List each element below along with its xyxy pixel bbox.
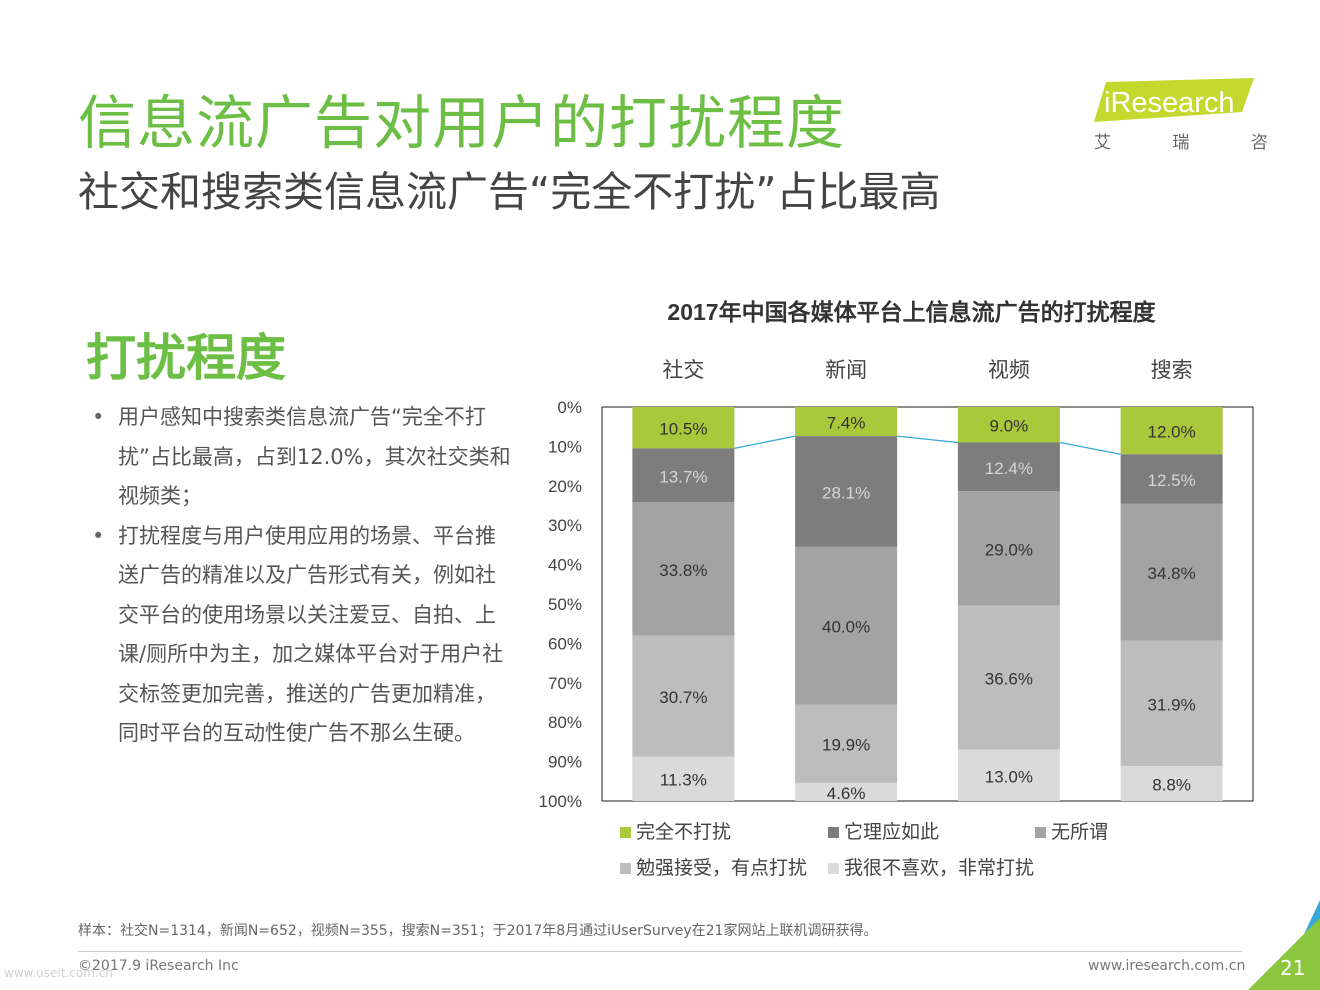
category-label: 社交 [662, 359, 704, 382]
data-label: 19.9% [822, 736, 870, 755]
legend-label: 勉强接受，有点打扰 [636, 857, 807, 879]
data-label: 12.0% [1148, 423, 1196, 442]
bullet-text: 打扰程度与用户使用应用的场景、平台推送广告的精准以及广告形式有关，例如社交平台的… [118, 523, 504, 746]
legend-label: 它理应如此 [844, 821, 939, 843]
y-tick-label: 20% [548, 477, 582, 496]
data-label: 28.1% [822, 484, 870, 503]
page-subtitle: 社交和搜索类信息流广告“完全不打扰”占比最高 [78, 168, 941, 216]
bar-segment [632, 756, 735, 801]
bar-segment [632, 502, 735, 636]
category-label: 新闻 [825, 359, 867, 382]
y-tick-label: 40% [548, 556, 582, 575]
y-tick-label: 80% [548, 713, 582, 732]
bullet-item: • 打扰程度与用户使用应用的场景、平台推送广告的精准以及广告形式有关，例如社交平台… [92, 517, 512, 754]
bar-segment [1120, 503, 1223, 641]
y-tick-label: 10% [548, 437, 582, 456]
y-tick-label: 70% [548, 674, 582, 693]
bar-segment [1120, 640, 1223, 767]
legend-label: 无所谓 [1051, 821, 1108, 843]
y-tick-label: 30% [548, 516, 582, 535]
legend-swatch [1035, 827, 1046, 838]
legend-swatch [620, 827, 631, 838]
bar-segment [632, 448, 735, 503]
bullet-dot: • [92, 523, 105, 548]
y-tick-label: 60% [548, 634, 582, 653]
bar-segment [795, 704, 898, 783]
watermark: www.useit.com.cn [4, 966, 113, 980]
data-label: 40.0% [822, 618, 870, 637]
bar-segment [795, 436, 898, 547]
bar-segment [957, 442, 1060, 492]
data-label: 13.0% [985, 767, 1033, 786]
data-label: 33.8% [659, 561, 707, 580]
sample-note: 样本：社交N=1314，新闻N=652，视频N=355，搜索N=351；于201… [78, 923, 878, 939]
bullet-list: • 用户感知中搜索类信息流广告“完全不打扰”占比最高，占到12.0%，其次社交类和… [92, 398, 512, 754]
bullet-item: • 用户感知中搜索类信息流广告“完全不打扰”占比最高，占到12.0%，其次社交类和… [92, 398, 512, 517]
copyright-text: ©2017.9 iResearch Inc [78, 958, 239, 974]
legend-swatch [828, 827, 839, 838]
bar-segment [957, 749, 1060, 801]
bullet-dot: • [92, 405, 105, 429]
legend-swatch [828, 863, 839, 874]
data-label: 30.7% [659, 688, 707, 707]
bullet-text: 用户感知中搜索类信息流广告“完全不打扰”占比最高，占到12.0%，其次社交类和视… [118, 405, 511, 508]
data-label: 9.0% [990, 417, 1029, 436]
data-label: 29.0% [985, 540, 1033, 559]
y-tick-label: 50% [548, 595, 582, 614]
category-label: 视频 [988, 359, 1030, 382]
data-label: 12.4% [985, 459, 1033, 478]
bar-segment [1120, 407, 1223, 455]
data-label: 31.9% [1148, 695, 1196, 714]
y-tick-label: 90% [548, 753, 582, 772]
legend-label: 我很不喜欢，非常打扰 [844, 857, 1034, 879]
legend-label: 完全不打扰 [636, 821, 731, 843]
y-tick-label: 100% [539, 792, 582, 811]
page-number: 21 [1280, 956, 1306, 980]
y-tick-label: 0% [557, 398, 582, 417]
data-label: 12.5% [1148, 471, 1196, 490]
data-label: 8.8% [1152, 776, 1191, 795]
data-label: 34.8% [1148, 564, 1196, 583]
data-label: 7.4% [827, 414, 866, 433]
bar-segment [632, 635, 735, 757]
category-label: 搜索 [1151, 359, 1193, 382]
page-title: 信息流广告对用户的打扰程度 [78, 89, 846, 157]
logo-wordmark: iResearch [1104, 87, 1235, 119]
stacked-bar-chart: 2017年中国各媒体平台上信息流广告的打扰程度 0% 10% 20% 30% 40% 50%… [539, 299, 1254, 879]
data-label: 11.3% [660, 771, 707, 790]
bar-segment [1120, 454, 1223, 504]
section-title: 打扰程度 [86, 329, 286, 387]
logo-chinese-name: 艾 瑞 咨 询 [1094, 133, 1320, 153]
bar-segment [795, 782, 898, 801]
data-label: 10.5% [659, 420, 707, 439]
bar-segment [957, 491, 1060, 606]
website-url: www.iresearch.com.cn [1088, 958, 1246, 974]
corner-decoration [1248, 900, 1320, 990]
connector-line [734, 435, 796, 450]
bar-segment [957, 407, 1060, 443]
bar-segment [632, 407, 735, 449]
data-label: 13.7% [659, 467, 707, 486]
data-label: 4.6% [827, 784, 866, 803]
bar-segment [1120, 766, 1223, 801]
bar-segment [795, 407, 898, 437]
iresearch-logo: iResearch 艾 瑞 咨 询 [1090, 70, 1320, 156]
iresearch-logo-mark: iResearch [1094, 78, 1254, 122]
legend-swatch [620, 863, 631, 874]
data-label: 36.6% [985, 670, 1033, 689]
chart-title: 2017年中国各媒体平台上信息流广告的打扰程度 [667, 299, 1156, 325]
connector-line [897, 435, 958, 444]
plot-frame [601, 406, 1254, 802]
connector-line [1059, 441, 1121, 455]
bar-segment [795, 546, 898, 705]
footer-divider [78, 951, 1242, 952]
bar-segment [957, 605, 1060, 750]
